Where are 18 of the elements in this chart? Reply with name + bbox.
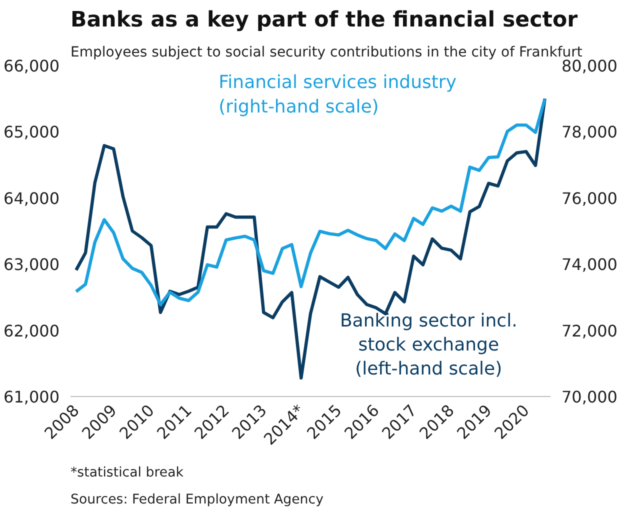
y2-tick-label: 70,000: [562, 388, 618, 406]
y-tick-label: 65,000: [4, 122, 60, 142]
y2-tick-label: 72,000: [562, 321, 618, 340]
y-tick-label: 64,000: [4, 188, 60, 208]
y-tick-label: 63,000: [4, 255, 60, 274]
text: *statistical break: [70, 466, 184, 480]
y2-tick-label: 74,000: [562, 255, 618, 274]
line-series: [74, 97, 546, 306]
chart-title: Banks as a key part of the financial sector: [70, 8, 578, 32]
text: Financial services industry (right-hand scale): [218, 72, 457, 118]
y-tick-label: 62,000: [4, 321, 60, 340]
series-label: Banking sector incl. stock exchange (left-hand scale): [340, 310, 518, 380]
source-note: Sources: Federal Employment Agency: [70, 492, 324, 508]
y-tick-label: 66,000: [4, 56, 60, 76]
y-tick-label: 61,000: [4, 388, 60, 406]
y2-tick-label: 78,000: [562, 122, 618, 142]
y2-tick-label: 76,000: [562, 188, 618, 208]
line-series: [74, 97, 546, 380]
